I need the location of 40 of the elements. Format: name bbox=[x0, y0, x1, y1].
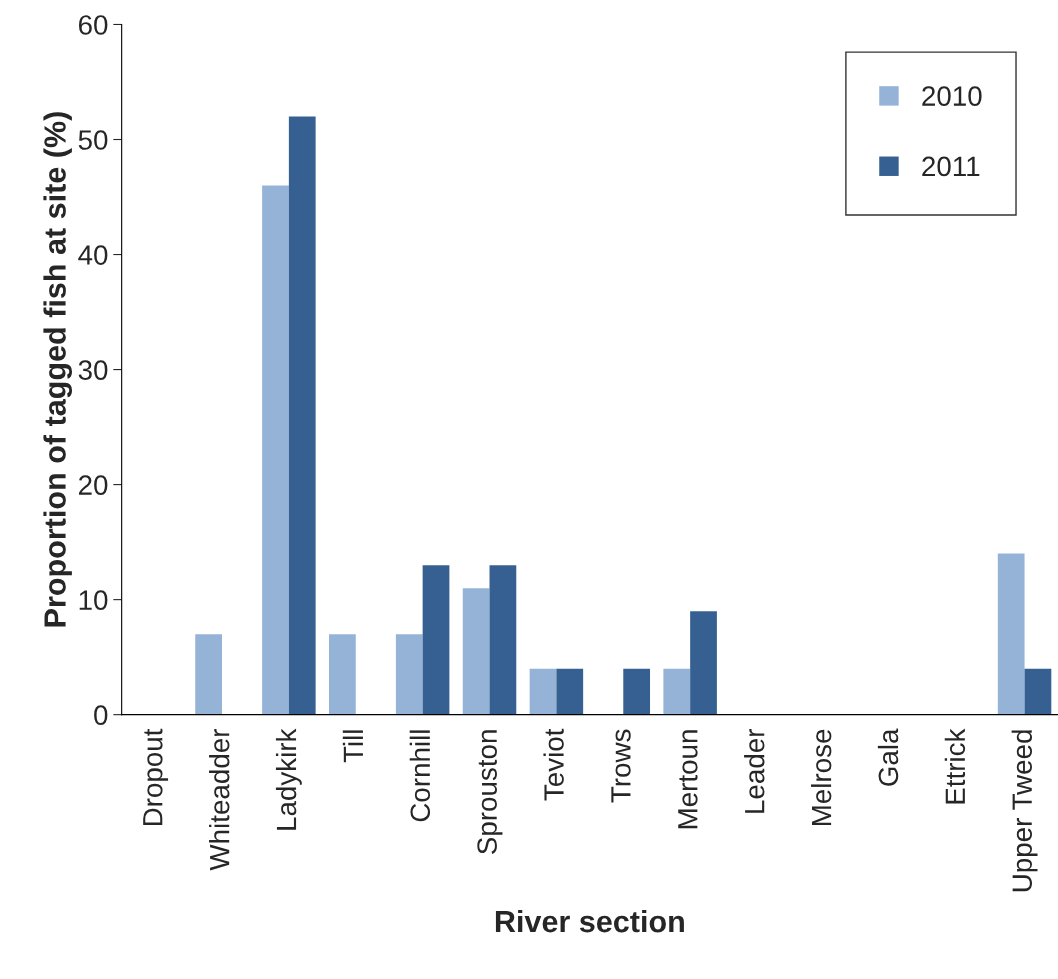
y-tick-label: 40 bbox=[78, 245, 108, 265]
x-tick-label: Ladykirk bbox=[275, 728, 302, 830]
legend-label: 2011 bbox=[922, 156, 980, 177]
x-tick-label: Till bbox=[342, 730, 363, 763]
x-tick-label: Melrose bbox=[810, 729, 832, 826]
x-tick-label: Gala bbox=[877, 728, 899, 786]
bar bbox=[462, 588, 490, 715]
y-tick-label: 0 bbox=[94, 705, 108, 726]
x-tick-label: Leader bbox=[744, 729, 765, 813]
y-axis-title: Proportion of tagged fish at site (%) bbox=[43, 112, 73, 627]
x-axis-title: River section bbox=[495, 909, 684, 933]
bar bbox=[690, 611, 717, 715]
bar bbox=[663, 668, 691, 715]
x-tick-label: Sprouston bbox=[477, 730, 503, 854]
x-tick-label: Whiteadder bbox=[209, 729, 230, 871]
x-tick-label: Ettrick bbox=[944, 728, 966, 804]
bar bbox=[1024, 668, 1052, 715]
bar bbox=[556, 668, 584, 715]
bar bbox=[623, 668, 651, 715]
x-tick-label: Teviot bbox=[543, 728, 564, 801]
y-tick-label: 20 bbox=[78, 475, 108, 495]
x-tick-label: Cornhill bbox=[409, 730, 431, 822]
bar bbox=[288, 116, 316, 715]
bar bbox=[997, 553, 1025, 715]
y-tick-label: 50 bbox=[78, 130, 108, 150]
legend-label: 2010 bbox=[922, 86, 982, 106]
bar bbox=[395, 634, 423, 715]
bar bbox=[329, 634, 356, 715]
y-tick-label: 10 bbox=[79, 590, 108, 610]
bar bbox=[195, 634, 222, 715]
x-tick-label: Trows bbox=[611, 729, 631, 803]
bar bbox=[262, 185, 289, 715]
x-tick-label: Mertoun bbox=[678, 730, 698, 829]
y-tick-label: 60 bbox=[78, 15, 108, 35]
bar bbox=[529, 668, 557, 715]
y-tick-label: 30 bbox=[78, 360, 108, 380]
x-tick-label: Dropout bbox=[143, 728, 169, 826]
bar bbox=[422, 565, 450, 715]
bar bbox=[489, 565, 517, 715]
x-tick-label: Upper Tweed bbox=[1011, 730, 1038, 892]
